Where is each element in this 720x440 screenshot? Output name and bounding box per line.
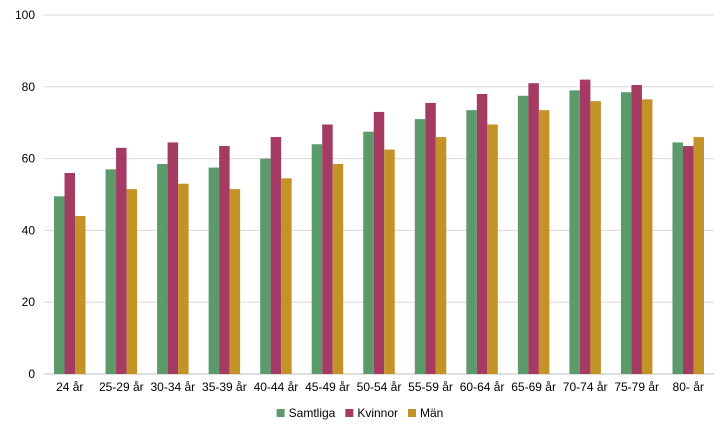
bar-samtliga: [620, 92, 632, 374]
bar-kvinnor: [528, 83, 539, 375]
x-tick-label: 65-69 år: [511, 380, 556, 394]
bar-män: [229, 189, 241, 374]
x-tick-label: 25-29 år: [99, 380, 144, 394]
y-tick-label: 40: [22, 223, 36, 237]
bar-män: [641, 99, 653, 375]
bar-män: [435, 137, 447, 374]
bar-kvinnor: [219, 146, 230, 374]
bar-kvinnor: [631, 85, 642, 374]
x-tick-label: 70-74 år: [563, 380, 608, 394]
x-tick-label: 60-64 år: [460, 380, 505, 394]
legend-label-kvinnor: Kvinnor: [357, 406, 398, 420]
bar-kvinnor: [425, 102, 436, 374]
bar-samtliga: [311, 144, 323, 374]
axes: 0 20 40 60 80 100 24 år 25-29 år 30-34 år 35-39 å…: [15, 8, 714, 394]
bar-samtliga: [672, 142, 683, 374]
bar-män: [590, 101, 601, 374]
bar-kvinnor: [270, 137, 282, 374]
y-tick-label: 0: [28, 367, 35, 381]
bar-män: [75, 216, 86, 374]
bar-män: [487, 124, 498, 375]
x-tick-label: 80- år: [673, 380, 704, 394]
bar-samtliga: [363, 131, 374, 374]
x-tick-label: 75-79 år: [614, 380, 659, 394]
y-tick-label: 80: [22, 80, 36, 94]
y-tick-label: 60: [22, 152, 36, 166]
legend-label-samtliga: Samtliga: [289, 406, 336, 420]
legend-swatch-män: [408, 409, 417, 417]
x-tick-label: 40-44 år: [254, 380, 299, 394]
bar-kvinnor: [64, 172, 76, 374]
legend-swatch-samtliga: [276, 409, 285, 417]
bar-samtliga: [414, 119, 426, 374]
x-tick-label: 50-54 år: [357, 380, 402, 394]
bar-män: [693, 137, 704, 374]
bar-kvinnor: [579, 79, 591, 375]
x-tick-label: 30-34 år: [150, 380, 195, 394]
x-tick-label: 55-59 år: [408, 380, 453, 394]
bar-samtliga: [54, 196, 65, 374]
legend-label-män: Män: [420, 406, 443, 420]
legend: Samtliga Kvinnor Män: [276, 406, 443, 420]
bar-män: [126, 189, 138, 374]
x-tick-label: 24 år: [56, 380, 83, 394]
bar-kvinnor: [682, 146, 694, 374]
bar-kvinnor: [373, 111, 385, 375]
bar-samtliga: [517, 95, 529, 375]
bar-män: [384, 149, 395, 374]
bar-samtliga: [466, 110, 477, 374]
bar-kvinnor: [116, 147, 127, 374]
bars: [54, 79, 704, 375]
bar-samtliga: [569, 90, 580, 374]
bar-män: [281, 178, 292, 374]
bar-män: [178, 183, 189, 374]
bar-kvinnor: [322, 124, 333, 375]
bar-samtliga: [208, 167, 220, 374]
bar-kvinnor: [476, 93, 488, 374]
x-tick-label: 35-39 år: [202, 380, 247, 394]
y-tick-label: 100: [15, 8, 35, 22]
x-tick-label: 45-49 år: [305, 380, 350, 394]
bar-män: [538, 110, 550, 374]
bar-samtliga: [157, 163, 168, 374]
legend-swatch-kvinnor: [345, 409, 354, 417]
y-tick-label: 20: [22, 295, 36, 309]
bar-män: [332, 163, 344, 374]
bar-samtliga: [105, 169, 117, 374]
bar-kvinnor: [167, 142, 179, 374]
bar-samtliga: [260, 158, 271, 374]
